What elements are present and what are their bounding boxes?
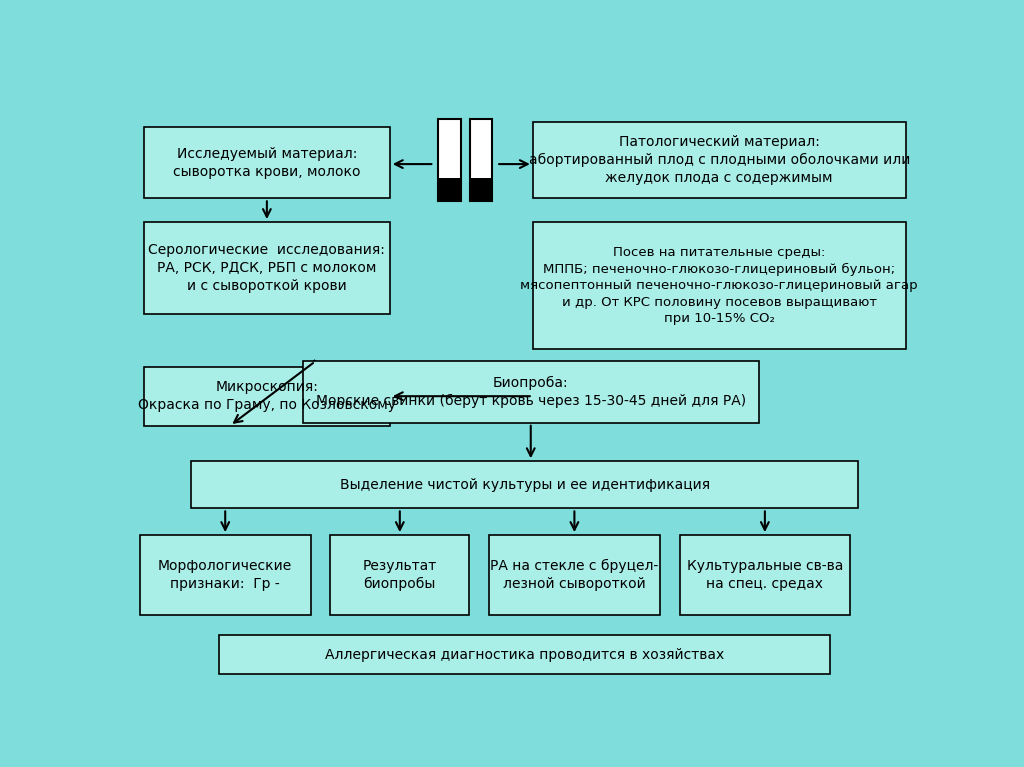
Text: Аллергическая диагностика проводится в хозяйствах: Аллергическая диагностика проводится в х… — [326, 647, 724, 662]
Text: Патологический материал:
абортированный плод с плодными оболочками или
желудок п: Патологический материал: абортированный … — [528, 135, 910, 185]
FancyBboxPatch shape — [143, 222, 390, 314]
Text: Посев на питательные среды:
МППБ; печеночно-глюкозо-глицериновый бульон;
мясопеп: Посев на питательные среды: МППБ; печено… — [520, 246, 919, 325]
FancyBboxPatch shape — [191, 461, 858, 509]
FancyBboxPatch shape — [470, 119, 493, 201]
FancyBboxPatch shape — [532, 121, 905, 199]
FancyBboxPatch shape — [219, 635, 830, 673]
Text: Морфологические
признаки:  Гр -: Морфологические признаки: Гр - — [158, 559, 292, 591]
FancyBboxPatch shape — [489, 535, 659, 614]
FancyBboxPatch shape — [680, 535, 850, 614]
FancyBboxPatch shape — [438, 178, 461, 201]
Text: Микроскопия:
Окраска по Граму, по Козловскому: Микроскопия: Окраска по Граму, по Козлов… — [138, 380, 396, 412]
FancyBboxPatch shape — [470, 178, 493, 201]
FancyBboxPatch shape — [438, 119, 461, 201]
Text: Выделение чистой культуры и ее идентификация: Выделение чистой культуры и ее идентифик… — [340, 478, 710, 492]
FancyBboxPatch shape — [143, 127, 390, 199]
FancyBboxPatch shape — [143, 367, 390, 426]
FancyBboxPatch shape — [532, 222, 905, 349]
Text: Культуральные св-ва
на спец. средах: Культуральные св-ва на спец. средах — [687, 559, 843, 591]
Text: Исследуемый материал:
сыворотка крови, молоко: Исследуемый материал: сыворотка крови, м… — [173, 147, 360, 179]
Text: Биопроба:
Морские свинки (берут кровь через 15-30-45 дней для РА): Биопроба: Морские свинки (берут кровь че… — [315, 376, 745, 408]
FancyBboxPatch shape — [303, 360, 759, 423]
FancyBboxPatch shape — [140, 535, 310, 614]
Text: Результат
биопробы: Результат биопробы — [362, 559, 437, 591]
Text: РА на стекле с бруцел-
лезной сывороткой: РА на стекле с бруцел- лезной сывороткой — [490, 559, 658, 591]
FancyBboxPatch shape — [331, 535, 469, 614]
Text: Серологические  исследования:
РА, РСК, РДСК, РБП с молоком
и с сывороткой крови: Серологические исследования: РА, РСК, РД… — [148, 243, 385, 292]
